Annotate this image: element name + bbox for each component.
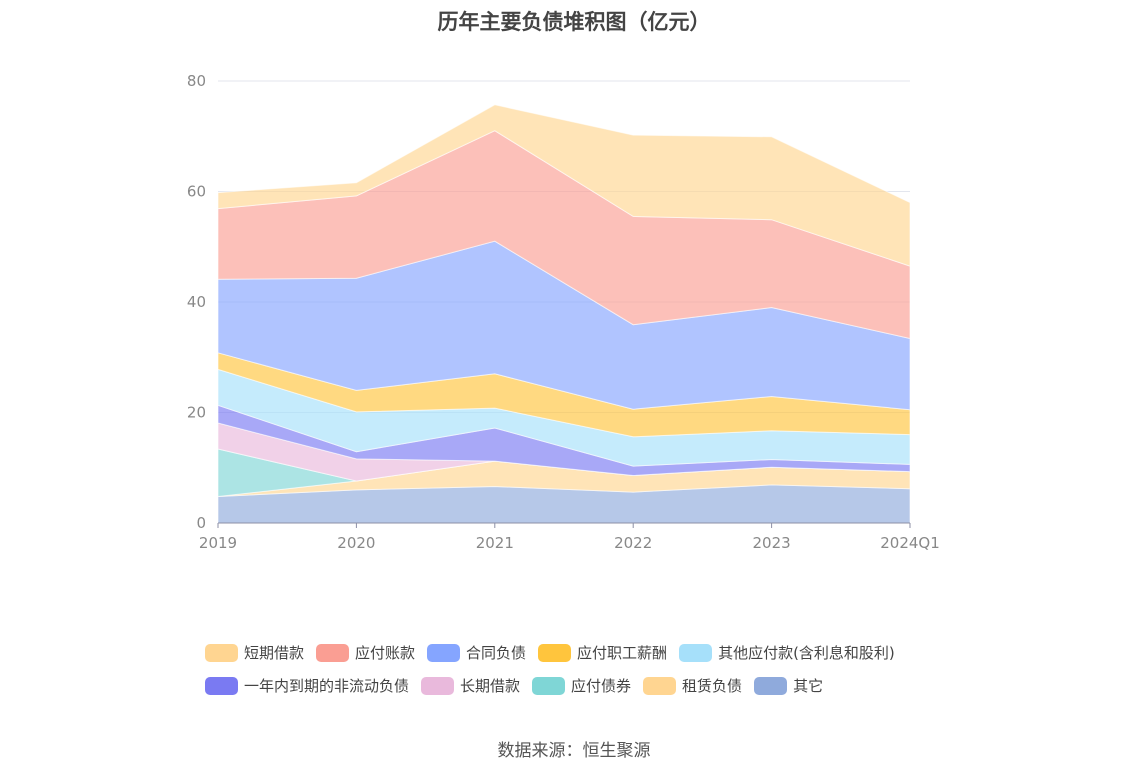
legend-item[interactable]: 合同负债: [427, 642, 526, 663]
legend-swatch: [754, 676, 788, 695]
legend-label: 长期借款: [460, 677, 521, 695]
y-tick-label: 20: [187, 404, 206, 422]
y-tick-label: 60: [187, 183, 206, 201]
stacked-area-chart: 0 20 40 60 80 2019 2020 2021 2022 2023 2024Q1: [187, 72, 940, 552]
x-tick-label: 2022: [614, 534, 652, 552]
x-tick-label: 2021: [476, 534, 514, 552]
legend-item[interactable]: 应付债券: [532, 675, 631, 696]
legend-swatch: [205, 643, 238, 662]
legend-swatch: [538, 643, 572, 662]
legend-swatch: [421, 676, 455, 695]
legend-swatch: [532, 676, 566, 695]
chart-legend: 短期借款 应付账款 合同负债 应付职工薪酬 其他应付款(含利息和股利) 一年内到期的非流动…: [205, 636, 965, 702]
legend-label: 应付职工薪酬: [577, 644, 668, 662]
y-tick-label: 80: [187, 72, 206, 90]
y-tick-label: 0: [196, 514, 206, 532]
legend-item[interactable]: 应付职工薪酬: [538, 642, 667, 663]
x-tick-label: 2020: [337, 534, 375, 552]
legend-label: 租赁负债: [682, 677, 743, 695]
legend-item[interactable]: 长期借款: [421, 675, 520, 696]
data-source: 数据来源：恒生聚源: [497, 741, 651, 761]
legend-swatch: [643, 676, 677, 695]
legend-item[interactable]: 租赁负债: [643, 675, 742, 696]
legend-label: 应付账款: [355, 644, 416, 662]
area-series: [217, 104, 911, 267]
legend-item[interactable]: 其他应付款(含利息和股利): [679, 642, 895, 663]
legend-row: 一年内到期的非流动负债 长期借款 应付债券 租赁负债 其它: [205, 669, 965, 702]
legend-label: 一年内到期的非流动负债: [244, 677, 410, 695]
legend-label: 应付债券: [571, 677, 632, 695]
y-tick-label: 40: [187, 293, 206, 311]
legend-label: 其它: [793, 677, 824, 695]
x-tick-label: 2023: [753, 534, 791, 552]
x-tick-label: 2024Q1: [880, 534, 940, 552]
chart-title: 历年主要负债堆积图（亿元）: [437, 10, 711, 34]
legend-item[interactable]: 应付账款: [316, 642, 415, 663]
legend-label: 短期借款: [244, 644, 305, 662]
legend-row: 短期借款 应付账款 合同负债 应付职工薪酬 其他应付款(含利息和股利): [205, 636, 965, 669]
legend-item[interactable]: 短期借款: [205, 642, 304, 663]
legend-swatch: [316, 643, 350, 662]
legend-swatch: [205, 676, 238, 695]
legend-item[interactable]: 其它: [754, 675, 823, 696]
legend-label: 其他应付款(含利息和股利): [718, 644, 895, 662]
legend-item[interactable]: 一年内到期的非流动负债: [205, 675, 409, 696]
legend-label: 合同负债: [466, 644, 527, 662]
legend-swatch: [427, 643, 461, 662]
x-tick-label: 2019: [199, 534, 237, 552]
legend-swatch: [679, 643, 713, 662]
